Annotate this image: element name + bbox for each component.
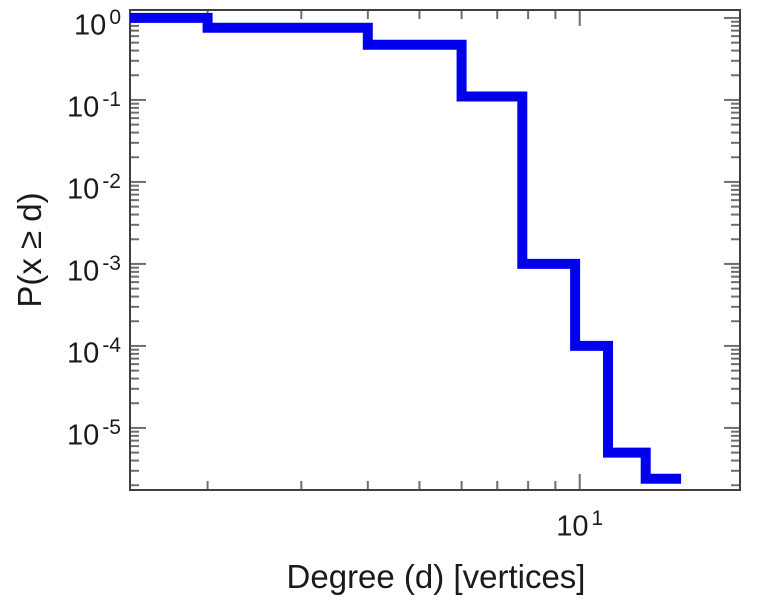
ccdf-step-line xyxy=(130,12,682,484)
x-axis-title: Degree (d) [vertices] xyxy=(286,558,586,595)
y-axis-title: P(x ≥ d) xyxy=(11,192,48,308)
y-tick-label: 10 -3 xyxy=(67,251,121,288)
x-tick-label: 10 1 xyxy=(556,507,604,543)
y-tick-label: 10 -5 xyxy=(67,415,121,452)
plot-frame xyxy=(129,9,741,491)
y-tick-label: 10 0 xyxy=(74,5,121,42)
y-tick-label: 10 -1 xyxy=(67,87,121,124)
y-tick-label: 10 -2 xyxy=(67,169,121,206)
y-tick-label: 10 -4 xyxy=(67,333,121,370)
